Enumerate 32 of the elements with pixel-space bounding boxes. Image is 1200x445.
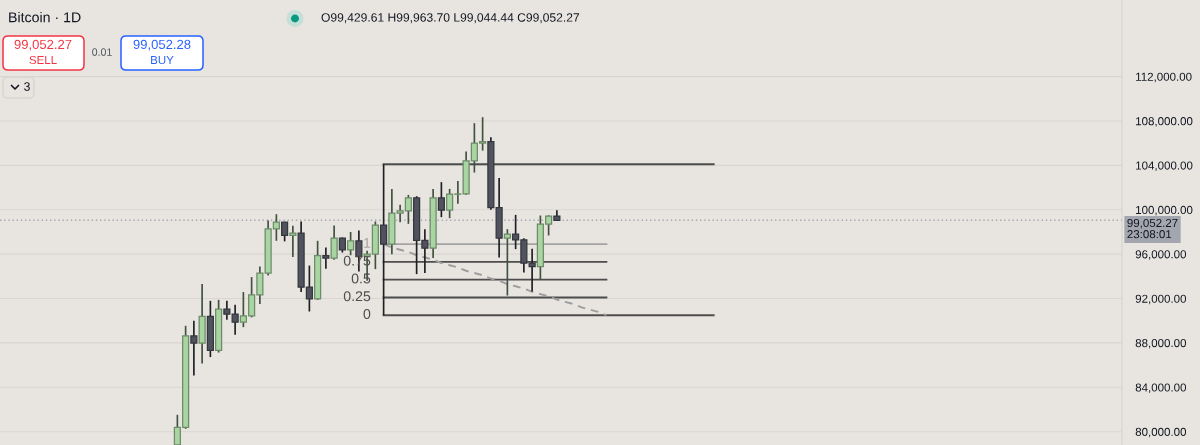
y-tick-label: 104,000.00: [1136, 161, 1193, 171]
annotation: 99,052.28: [133, 39, 191, 51]
candlestick: [223, 300, 231, 321]
candlestick: [503, 228, 511, 297]
y-tick-label: 84,000.00: [1135, 383, 1187, 393]
candlestick: [347, 231, 355, 257]
candlestick: [437, 181, 445, 219]
y-tick-label: 100,000.00: [1136, 205, 1193, 216]
y-tick-label: 88,000.00: [1135, 339, 1187, 349]
text: Bitcoin · 1D: [9, 11, 81, 23]
candlestick: [528, 247, 536, 293]
annotation: BUY: [151, 56, 174, 65]
candlestick: [231, 304, 239, 336]
y-tick-label: 108,000.00: [1136, 117, 1193, 127]
y-tick-label: 96,000.00: [1135, 250, 1187, 260]
candlestick: [190, 319, 198, 377]
candlestick: [322, 246, 330, 270]
annotation: 99,052.27: [14, 39, 72, 51]
y-tick-label: 112,000.00: [1136, 72, 1192, 83]
annotation: 3: [24, 82, 30, 91]
annotation: SELL: [29, 55, 57, 65]
candlestick: [330, 224, 338, 261]
y-tick-label: 92,000.00: [1135, 294, 1187, 305]
annotation: 0.01: [92, 48, 112, 56]
annotation: O99,429.61 H99,963.70 L99,044.44 C99,052.27: [321, 13, 580, 24]
candlestick: [380, 163, 388, 316]
ref-line-label: 99,052.27 23:08:01: [1127, 218, 1178, 239]
series-label: 1: [364, 238, 371, 248]
y-tick-label: 80,000.00: [1135, 427, 1187, 438]
series-label: 0.5: [351, 273, 371, 284]
series-label: 0.25: [343, 291, 371, 302]
series-label: 0: [363, 308, 371, 319]
